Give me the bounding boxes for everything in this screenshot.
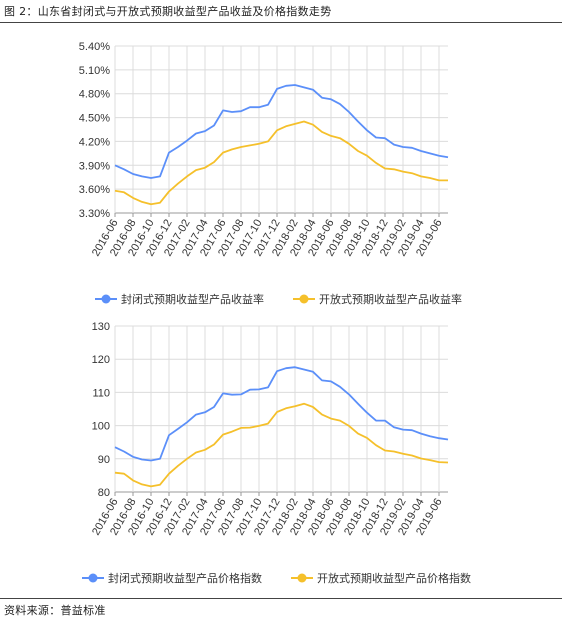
series-line (114, 366, 449, 462)
bottom-rule (0, 598, 562, 599)
legend-label: 封闭式预期收益型产品价格指数 (108, 571, 262, 585)
y-tick-label: 130 (92, 321, 110, 333)
legend-marker (297, 573, 307, 583)
y-tick-label: 3.90% (79, 160, 110, 172)
price-index-chart: 80901001101201302016-062016-082016-10201… (82, 321, 471, 585)
legend-marker (299, 294, 309, 304)
yield-rate-chart: 3.30% 3.60% 3.90% 4.20% 4.50% 4.80% 5.10% 5.40%… (79, 41, 462, 306)
top-rule (0, 22, 562, 23)
source-note: 资料来源：普益标准 (4, 604, 106, 617)
series-line (114, 84, 449, 179)
series-line (114, 120, 448, 206)
y-tick-label: 4.80% (79, 89, 110, 101)
y-tick-label: 90 (98, 454, 110, 466)
y-tick-label: 4.20% (79, 136, 110, 148)
y-tick-label: 5.40% (79, 41, 110, 53)
y-tick-label: 80 (98, 487, 110, 499)
y-tick-label: 4.50% (79, 113, 110, 125)
y-tick-label: 100 (92, 421, 110, 433)
y-tick-label: 5.10% (79, 65, 110, 77)
legend-label: 开放式预期收益型产品收益率 (319, 292, 462, 306)
y-tick-label: 110 (92, 387, 110, 399)
figure-title: 图 2：山东省封闭式与开放式预期收益型产品收益及价格指数走势 (4, 5, 332, 18)
legend-label: 封闭式预期收益型产品收益率 (121, 292, 264, 306)
y-tick-label: 3.30% (79, 208, 110, 220)
series-line (114, 402, 449, 488)
legend-marker (88, 573, 98, 583)
y-tick-label: 3.60% (79, 184, 110, 196)
y-tick-label: 120 (92, 354, 110, 366)
legend-label: 开放式预期收益型产品价格指数 (317, 571, 471, 585)
legend-marker (101, 294, 111, 304)
